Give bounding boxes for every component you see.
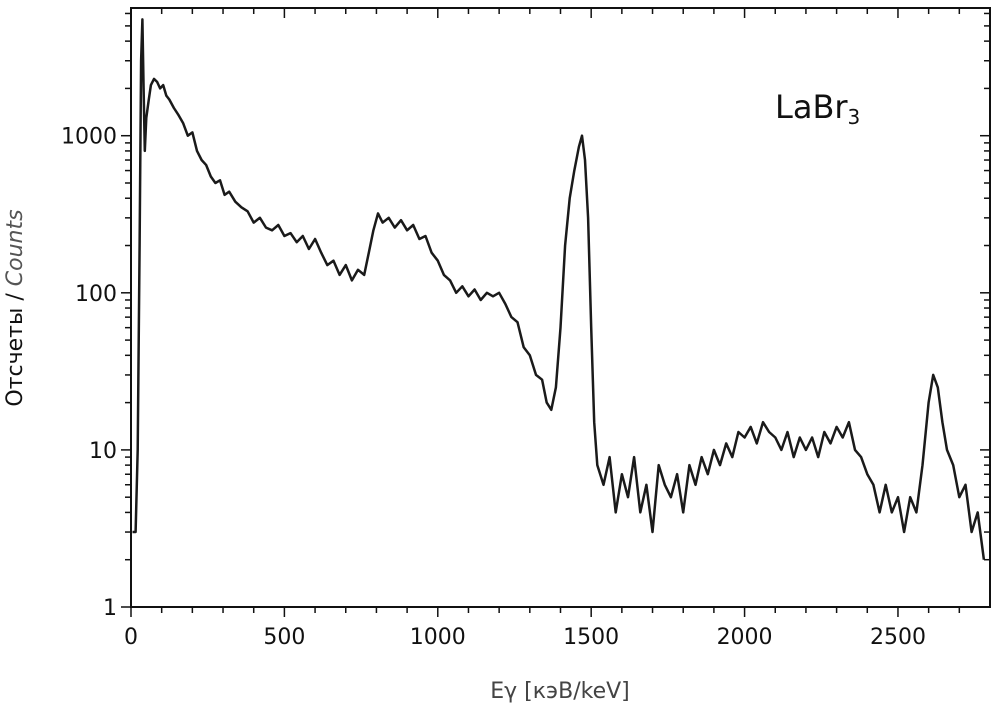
annotation-sub: 3 [848,105,861,129]
annotation-text: LaBr [775,88,848,126]
x-tick-label: 1000 [410,625,466,650]
annotation: LaBr3 [775,88,860,129]
x-tick-label: 2000 [717,625,773,650]
y-tick-label: 1000 [61,125,117,150]
x-tick-label: 1500 [563,625,619,650]
y-tick-label: 10 [89,439,117,464]
y-tick-label: 1 [103,596,117,621]
y-axis-label: Отсчеты / Counts [3,209,28,406]
x-tick-label: 2500 [870,625,926,650]
x-tick-label: 500 [263,625,305,650]
x-axis-label: Eγ [кэВ/keV] [490,679,630,704]
spectrum-line [132,18,986,560]
y-tick-label: 100 [75,282,117,307]
x-tick-label: 0 [124,625,138,650]
y-axis-label-ru: Отсчеты / [3,293,28,407]
y-axis-label-en: Counts [3,209,28,286]
